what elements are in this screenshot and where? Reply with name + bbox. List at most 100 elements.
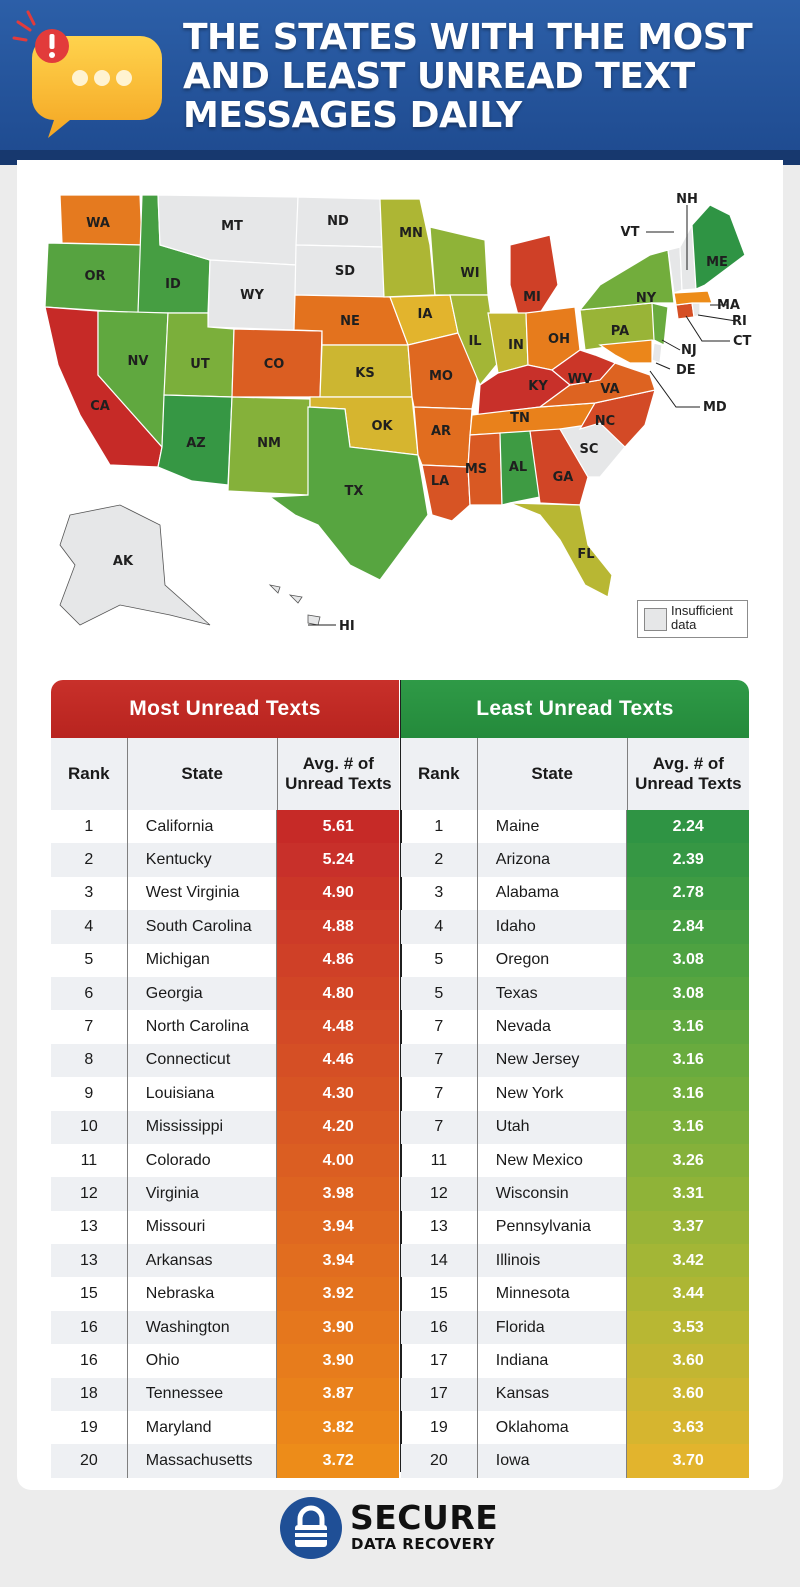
row-rank: 1	[51, 810, 128, 844]
map-label-NM: NM	[257, 436, 281, 451]
map-label-ND: ND	[327, 214, 349, 229]
map-label-SC: SC	[580, 442, 599, 457]
row-state: Nebraska	[128, 1277, 278, 1311]
map-label-ME: ME	[706, 255, 728, 270]
table-row: 8 Connecticut 4.46	[51, 1043, 399, 1078]
map-label-NY: NY	[636, 291, 657, 306]
table-row: 13 Pennsylvania 3.37	[401, 1210, 749, 1245]
row-value: 2.84	[627, 910, 749, 944]
table-row: 9 Louisiana 4.30	[51, 1077, 399, 1111]
state-AK	[59, 504, 211, 626]
row-rank: 7	[401, 1077, 478, 1111]
row-rank: 3	[401, 876, 478, 911]
col-value: Avg. # of Unread Texts	[285, 754, 392, 793]
least-unread-title: Least Unread Texts	[401, 680, 749, 738]
map-callout-NH: NH	[676, 192, 698, 207]
row-state: West Virginia	[128, 876, 278, 911]
row-value: 3.87	[277, 1377, 399, 1412]
most-unread-rows: 1 California 5.61 2 Kentucky 5.24 3 West Virgin…	[51, 810, 399, 1478]
row-state: Arkansas	[128, 1244, 278, 1278]
state-NJ	[651, 302, 669, 346]
row-state: Wisconsin	[478, 1177, 628, 1211]
state-MD	[598, 339, 653, 364]
least-unread-table: Least Unread Texts Rank State Avg. # of …	[401, 680, 749, 1478]
map-label-VA: VA	[600, 382, 619, 397]
map-callout-RI: RI	[732, 314, 747, 329]
state-HI	[268, 584, 321, 626]
row-rank: 16	[401, 1310, 478, 1345]
most-unread-table: Most Unread Texts Rank State Avg. # of U…	[51, 680, 399, 1478]
map-label-MS: MS	[465, 462, 487, 477]
state-MN	[379, 198, 436, 298]
table-row: 1 Maine 2.24	[401, 810, 749, 844]
row-rank: 8	[51, 1043, 128, 1078]
map-label-CA: CA	[90, 399, 110, 414]
row-rank: 5	[401, 976, 478, 1011]
row-state: Virginia	[128, 1177, 278, 1211]
row-rank: 13	[401, 1210, 478, 1245]
row-state: Mississippi	[128, 1110, 278, 1144]
row-rank: 15	[401, 1277, 478, 1311]
map-legend: Insufficient data	[637, 600, 748, 638]
map-label-WY: WY	[240, 288, 264, 303]
row-state: Ohio	[128, 1344, 278, 1378]
state-TX	[268, 406, 429, 581]
row-value: 2.24	[627, 810, 749, 844]
row-value: 3.98	[277, 1177, 399, 1211]
row-rank: 19	[401, 1411, 478, 1445]
row-rank: 13	[51, 1210, 128, 1245]
table-row: 4 South Carolina 4.88	[51, 910, 399, 944]
callout-line-md	[649, 370, 700, 408]
row-value: 3.82	[277, 1411, 399, 1445]
row-rank: 17	[401, 1377, 478, 1412]
row-rank: 4	[51, 910, 128, 944]
page-title: THE STATES WITH THE MOST AND LEAST UNREA…	[183, 17, 753, 136]
row-value: 3.16	[627, 1110, 749, 1144]
row-state: Louisiana	[128, 1077, 278, 1111]
col-rank: Rank	[51, 738, 128, 810]
callout-line-ct	[685, 315, 730, 342]
table-row: 16 Washington 3.90	[51, 1310, 399, 1345]
row-state: South Carolina	[128, 910, 278, 944]
map-label-OH: OH	[548, 332, 570, 347]
row-value: 5.61	[277, 810, 399, 844]
table-row: 20 Massachusetts 3.72	[51, 1444, 399, 1478]
row-value: 3.94	[277, 1244, 399, 1278]
row-rank: 17	[401, 1344, 478, 1378]
row-rank: 5	[51, 943, 128, 977]
row-value: 4.20	[277, 1110, 399, 1144]
map-callout-MA: MA	[717, 298, 740, 313]
table-row: 5 Oregon 3.08	[401, 943, 749, 977]
row-state: Iowa	[478, 1444, 628, 1478]
row-value: 3.37	[627, 1210, 749, 1245]
map-label-MN: MN	[399, 226, 423, 241]
row-value: 4.48	[277, 1010, 399, 1044]
row-rank: 5	[401, 943, 478, 977]
row-value: 5.24	[277, 843, 399, 877]
map-label-IA: IA	[418, 307, 433, 322]
row-value: 3.42	[627, 1244, 749, 1278]
table-row: 14 Illinois 3.42	[401, 1244, 749, 1278]
row-rank: 4	[401, 910, 478, 944]
map-label-WA: WA	[86, 216, 110, 231]
row-state: California	[128, 810, 278, 844]
table-row: 7 North Carolina 4.48	[51, 1010, 399, 1044]
table-row: 16 Ohio 3.90	[51, 1344, 399, 1378]
map-label-WV: WV	[568, 372, 592, 387]
map-label-CO: CO	[264, 357, 285, 372]
row-rank: 2	[401, 843, 478, 877]
row-state: Oregon	[478, 943, 628, 977]
chat-bubble-alert-icon	[12, 10, 162, 138]
table-row: 16 Florida 3.53	[401, 1310, 749, 1345]
header: THE STATES WITH THE MOST AND LEAST UNREA…	[0, 0, 800, 165]
state-AL	[499, 430, 541, 506]
callout-line-nj	[661, 339, 681, 351]
row-state: North Carolina	[128, 1010, 278, 1044]
row-value: 3.16	[627, 1077, 749, 1111]
map-label-TN: TN	[510, 411, 530, 426]
row-rank: 9	[51, 1077, 128, 1111]
row-value: 3.90	[277, 1310, 399, 1345]
row-value: 3.92	[277, 1277, 399, 1311]
map-label-SD: SD	[335, 264, 355, 279]
table-row: 7 New York 3.16	[401, 1077, 749, 1111]
